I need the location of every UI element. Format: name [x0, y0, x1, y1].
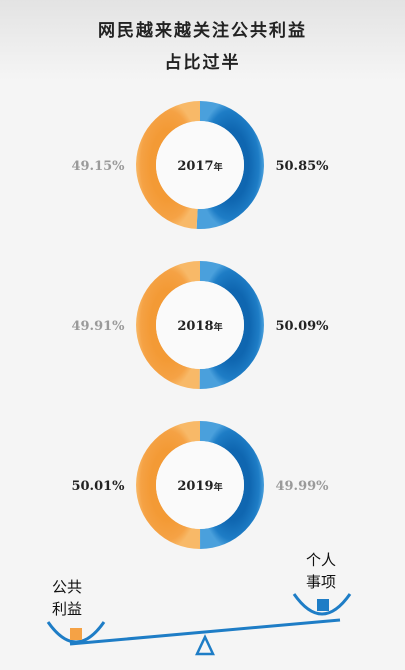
year-label-2017: 2017年 — [177, 159, 222, 174]
value-label-personal-2018: 50.09% — [275, 319, 329, 334]
value-label-public-2017: 49.15% — [71, 159, 125, 174]
value-label-public-2018: 49.91% — [71, 319, 125, 334]
seesaw-fulcrum — [195, 634, 215, 656]
slice-personal-2017 — [196, 101, 264, 229]
legend-label-public-1: 公共 — [52, 578, 82, 596]
value-label-personal-2017: 50.85% — [275, 159, 329, 174]
slice-personal-2019 — [200, 421, 265, 549]
donut-hole-2017 — [156, 121, 244, 209]
seesaw-scale: 公共 利益 个人 事项 — [46, 551, 352, 656]
seesaw-beam — [69, 618, 341, 646]
slice-public-2017 — [135, 101, 200, 229]
slice-personal-2018 — [199, 261, 265, 389]
value-label-public-2019: 50.01% — [71, 479, 125, 494]
year-label-2018: 2018年 — [177, 319, 222, 334]
donut-2017: 2017年 49.15% 50.85% — [71, 101, 329, 229]
slice-public-2018 — [136, 261, 200, 389]
legend-label-personal-1: 个人 — [306, 551, 336, 569]
donut-2018: 2018年 49.91% 50.09% — [71, 261, 329, 389]
donut-hole-2018 — [156, 281, 244, 369]
legend-swatch-public — [70, 628, 82, 640]
donut-2019: 2019年 50.01% 49.99% — [71, 421, 329, 549]
left-pan — [46, 621, 106, 644]
legend-label-public-2: 利益 — [52, 600, 82, 618]
year-label-2019: 2019年 — [177, 479, 222, 494]
donut-hole-2019 — [156, 441, 244, 529]
slice-public-2019 — [136, 421, 201, 549]
right-pan — [292, 593, 352, 616]
value-label-personal-2019: 49.99% — [275, 479, 329, 494]
chart-subtitle: 占比过半 — [164, 53, 241, 73]
legend-swatch-personal — [317, 599, 329, 611]
legend-label-personal-2: 事项 — [306, 573, 336, 591]
chart-title: 网民越来越关注公共利益 — [98, 21, 307, 41]
